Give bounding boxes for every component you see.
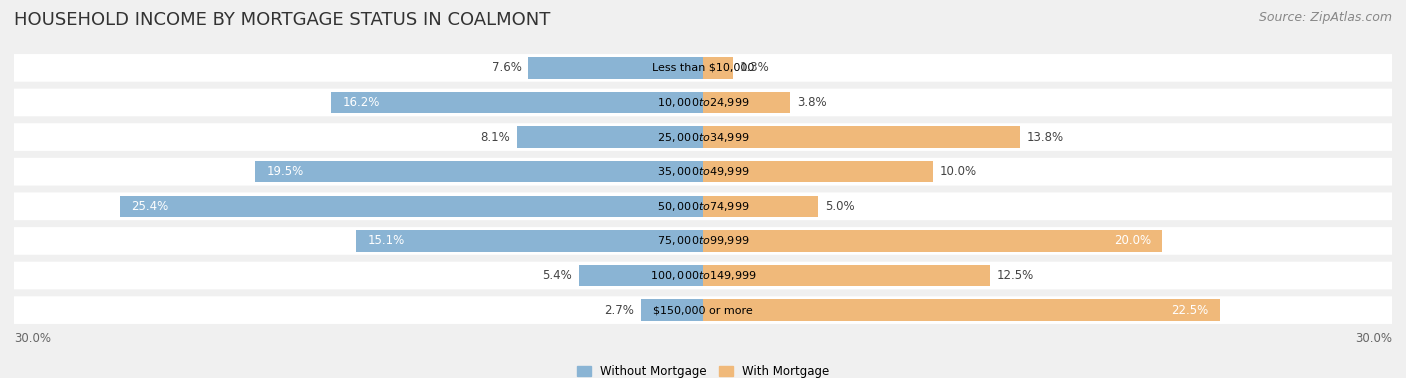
Bar — [703, 230, 1163, 252]
Text: $75,000 to $99,999: $75,000 to $99,999 — [657, 234, 749, 248]
Text: $150,000 or more: $150,000 or more — [654, 305, 752, 315]
Text: 7.6%: 7.6% — [492, 61, 522, 74]
Text: 20.0%: 20.0% — [1114, 234, 1152, 248]
Bar — [579, 265, 703, 286]
Bar — [703, 299, 1219, 321]
FancyBboxPatch shape — [14, 54, 1392, 82]
Bar — [703, 161, 932, 183]
Bar — [529, 57, 703, 79]
Bar — [703, 92, 790, 113]
FancyBboxPatch shape — [14, 296, 1392, 324]
Text: Source: ZipAtlas.com: Source: ZipAtlas.com — [1258, 11, 1392, 24]
Text: 30.0%: 30.0% — [14, 332, 51, 345]
Text: 19.5%: 19.5% — [267, 165, 304, 178]
FancyBboxPatch shape — [14, 192, 1392, 220]
Text: 8.1%: 8.1% — [481, 130, 510, 144]
Bar — [517, 126, 703, 148]
Legend: Without Mortgage, With Mortgage: Without Mortgage, With Mortgage — [576, 366, 830, 378]
Bar — [256, 161, 703, 183]
Text: Less than $10,000: Less than $10,000 — [652, 63, 754, 73]
Text: 12.5%: 12.5% — [997, 269, 1035, 282]
Bar — [703, 195, 818, 217]
Text: 5.4%: 5.4% — [543, 269, 572, 282]
Bar — [120, 195, 703, 217]
FancyBboxPatch shape — [14, 123, 1392, 151]
Text: 2.7%: 2.7% — [605, 304, 634, 317]
Bar — [703, 57, 733, 79]
Bar — [641, 299, 703, 321]
FancyBboxPatch shape — [14, 88, 1392, 116]
Text: $35,000 to $49,999: $35,000 to $49,999 — [657, 165, 749, 178]
FancyBboxPatch shape — [14, 227, 1392, 255]
Text: 13.8%: 13.8% — [1026, 130, 1064, 144]
FancyBboxPatch shape — [14, 158, 1392, 186]
Bar — [703, 126, 1019, 148]
Text: 25.4%: 25.4% — [131, 200, 169, 213]
Text: 3.8%: 3.8% — [797, 96, 827, 109]
Bar — [330, 92, 703, 113]
Bar — [703, 265, 990, 286]
FancyBboxPatch shape — [14, 262, 1392, 290]
Text: 15.1%: 15.1% — [368, 234, 405, 248]
Text: 10.0%: 10.0% — [939, 165, 977, 178]
Text: $10,000 to $24,999: $10,000 to $24,999 — [657, 96, 749, 109]
Text: HOUSEHOLD INCOME BY MORTGAGE STATUS IN COALMONT: HOUSEHOLD INCOME BY MORTGAGE STATUS IN C… — [14, 11, 550, 29]
Text: 1.3%: 1.3% — [740, 61, 769, 74]
Text: 30.0%: 30.0% — [1355, 332, 1392, 345]
Text: 16.2%: 16.2% — [343, 96, 380, 109]
Text: 5.0%: 5.0% — [825, 200, 855, 213]
Text: $25,000 to $34,999: $25,000 to $34,999 — [657, 130, 749, 144]
Text: $50,000 to $74,999: $50,000 to $74,999 — [657, 200, 749, 213]
Text: 22.5%: 22.5% — [1171, 304, 1208, 317]
Text: $100,000 to $149,999: $100,000 to $149,999 — [650, 269, 756, 282]
Bar — [356, 230, 703, 252]
